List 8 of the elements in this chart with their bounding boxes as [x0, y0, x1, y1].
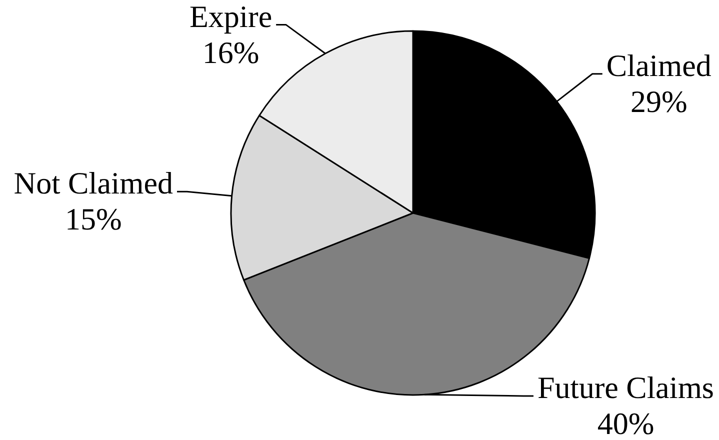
data-label: 29% — [630, 84, 688, 119]
slice-label: Not Claimed — [14, 166, 174, 201]
data-label: 40% — [597, 406, 654, 440]
data-label: 15% — [64, 202, 122, 237]
slice-label: Claimed — [606, 48, 712, 83]
slice-label: Future Claims — [537, 370, 714, 405]
slice-label: Expire — [189, 0, 272, 34]
data-label: 16% — [202, 34, 260, 70]
